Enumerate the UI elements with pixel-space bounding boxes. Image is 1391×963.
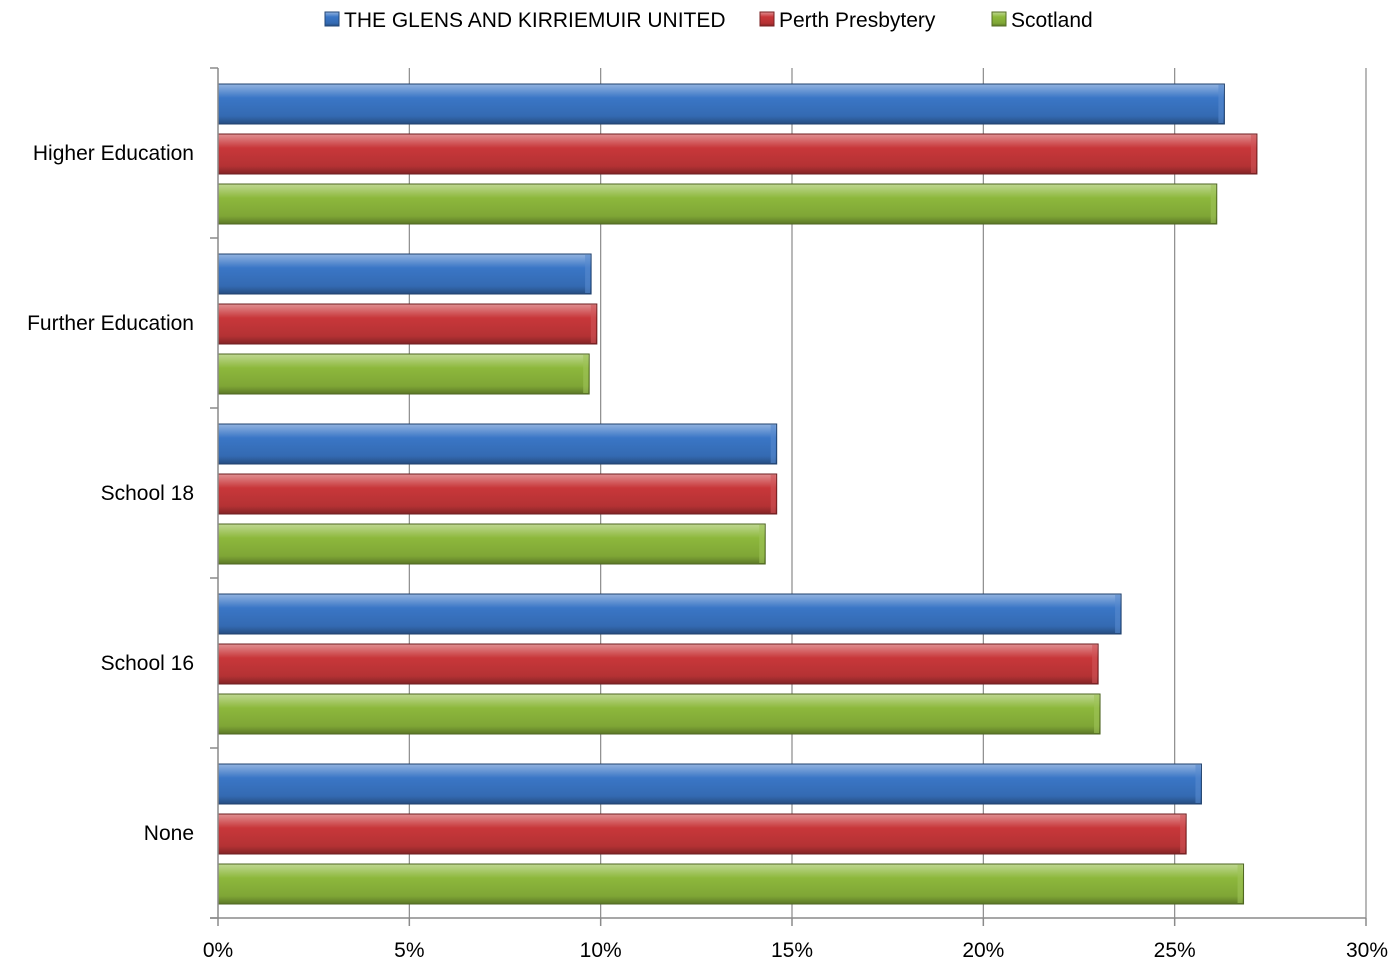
x-tick-label: 5%	[394, 939, 424, 962]
category-label: School 16	[101, 652, 194, 675]
axes	[210, 67, 1367, 926]
bar	[217, 813, 1187, 855]
x-tick-label: 15%	[771, 939, 813, 962]
legend-label-2: Perth Presbytery	[779, 9, 936, 32]
bar	[217, 593, 1122, 635]
legend-swatch-1	[324, 11, 340, 27]
bar	[217, 353, 590, 395]
legend-swatch-2	[759, 11, 775, 27]
bar	[217, 473, 778, 515]
bar	[217, 763, 1202, 805]
bar	[217, 253, 592, 295]
bar	[217, 183, 1218, 225]
bar	[217, 83, 1225, 125]
category-label: Higher Education	[33, 142, 194, 165]
bar	[217, 423, 778, 465]
legend: THE GLENS AND KIRRIEMUIR UNITED Perth Pre…	[324, 9, 1093, 32]
x-tick-label: 0%	[203, 939, 233, 962]
legend-swatch-3	[991, 11, 1007, 27]
bar	[217, 863, 1245, 905]
category-label: School 18	[101, 482, 194, 505]
bar	[217, 523, 766, 565]
x-tick-label: 30%	[1346, 939, 1388, 962]
x-tick-label: 10%	[580, 939, 622, 962]
legend-label-1: THE GLENS AND KIRRIEMUIR UNITED	[344, 9, 726, 32]
x-tick-label: 25%	[1154, 939, 1196, 962]
bar	[217, 693, 1101, 735]
bar	[217, 303, 598, 345]
bar	[217, 133, 1258, 175]
legend-label-3: Scotland	[1011, 9, 1093, 32]
bar	[217, 643, 1099, 685]
category-labels: Higher Education Further Education School …	[27, 142, 194, 845]
category-label: None	[144, 822, 194, 845]
x-tick-labels: 0% 5% 10% 15% 20% 25% 30%	[203, 939, 1388, 962]
bars	[217, 83, 1258, 905]
category-label: Further Education	[27, 312, 194, 335]
x-tick-label: 20%	[962, 939, 1004, 962]
